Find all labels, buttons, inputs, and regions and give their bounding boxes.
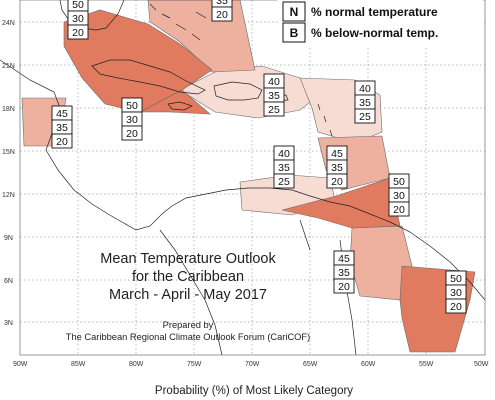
forecast-box: 50 30 20 [445,270,467,314]
forecast-box: 45 35 20 [326,145,348,189]
legend-swatch-b [282,22,306,43]
forecast-zones [21,0,476,353]
forecast-box: 50 30 20 [121,97,143,141]
box-value: 20 [126,128,138,140]
forecast-box: 50 30 20 [67,0,89,40]
lon-tick: 55W [419,361,434,368]
forecast-box: 40 35 25 [354,80,376,124]
box-value: 45 [338,253,350,265]
map-border [19,0,486,356]
box-value: 25 [268,104,280,116]
box-value: 35 [278,162,290,174]
legend-label-b: % below-normal temp. [311,26,438,40]
box-value: 30 [393,190,405,202]
lon-tick: 75W [187,361,202,368]
box-value: 50 [72,0,84,11]
map-title: Mean Temperature Outlook for the Caribbe… [100,251,276,303]
box-value: 35 [331,162,343,174]
florida-coast [59,0,125,31]
title-line: March - April - May 2017 [109,287,267,303]
legend: N % normal temperature B % below-normal … [277,0,484,47]
box-value: 35 [359,97,371,109]
probability-boxes: 50 30 20 35 20 45 35 20 50 30 20 40 35 2… [51,0,467,314]
box-value: 45 [331,148,343,160]
box-value: 50 [393,176,405,188]
lon-tick: 50W [474,361,489,368]
box-value: 50 [450,273,462,285]
lat-tick: 6N [4,278,13,285]
box-value: 20 [216,9,228,21]
forecast-box: 40 35 25 [273,145,295,189]
forecast-box: 50 30 20 [388,173,410,217]
box-value: 25 [359,111,371,123]
box-value: 40 [359,83,371,95]
lon-tick: 90W [13,361,28,368]
lat-tick: 18N [2,106,15,113]
legend-letter-b: B [290,26,299,40]
lat-axis: 24N 21N 18N 15N 12N 9N 6N 3N [2,20,15,327]
lat-tick: 12N [2,192,15,199]
legend-panel [277,0,484,47]
forecast-box: 40 35 25 [263,73,285,117]
legend-swatch-n [282,1,306,22]
box-value: 50 [126,100,138,112]
lon-tick: 85W [71,361,86,368]
lat-tick: 3N [4,320,13,327]
title-line: for the Caribbean [132,269,244,285]
lat-tick: 24N [2,20,15,27]
prepared-by: Prepared by The Caribbean Regional Clima… [66,320,310,342]
forecast-box: 45 35 20 [333,250,355,294]
box-value: 20 [72,27,84,39]
central-america-coast [0,59,486,301]
forecast-box: 45 35 20 [51,105,73,149]
box-value: 20 [338,281,350,293]
lon-axis: 90W 85W 80W 75W 70W 65W 60W 55W 50W [13,361,489,368]
lat-tick: 21N [2,63,15,70]
box-value: 40 [278,148,290,160]
box-value: 30 [126,114,138,126]
box-value: 20 [450,301,462,313]
lon-tick: 65W [303,361,318,368]
lon-tick: 60W [361,361,376,368]
lon-tick: 80W [129,361,144,368]
footer-caption: Probability (%) of Most Likely Category [155,385,353,397]
prepared-line: Prepared by [163,320,214,330]
hispaniola-coast [213,81,263,101]
zone-cuba-east [139,89,211,115]
zone-trinidad [281,177,401,229]
prepared-line: The Caribbean Regional Climate Outlook F… [66,332,310,342]
cuba-coast [91,59,206,95]
box-value: 45 [56,108,68,120]
title-line: Mean Temperature Outlook [100,251,276,267]
lon-tick: 70W [245,361,260,368]
box-value: 30 [72,13,84,25]
box-value: 20 [56,136,68,148]
box-value: 40 [268,76,280,88]
box-value: 35 [268,90,280,102]
box-value: 30 [450,287,462,299]
bahamas-islands [149,3,207,41]
legend-letter-n: N [290,5,299,19]
box-value: 35 [216,0,228,7]
forecast-box: 35 20 [211,0,233,22]
box-value: 35 [338,267,350,279]
legend-label-n: % normal temperature [311,5,438,19]
lat-tick: 15N [2,149,15,156]
box-value: 20 [393,204,405,216]
box-value: 25 [278,176,290,188]
jamaica-coast [167,101,193,111]
box-value: 35 [56,122,68,134]
box-value: 20 [331,176,343,188]
lat-tick: 9N [4,235,13,242]
